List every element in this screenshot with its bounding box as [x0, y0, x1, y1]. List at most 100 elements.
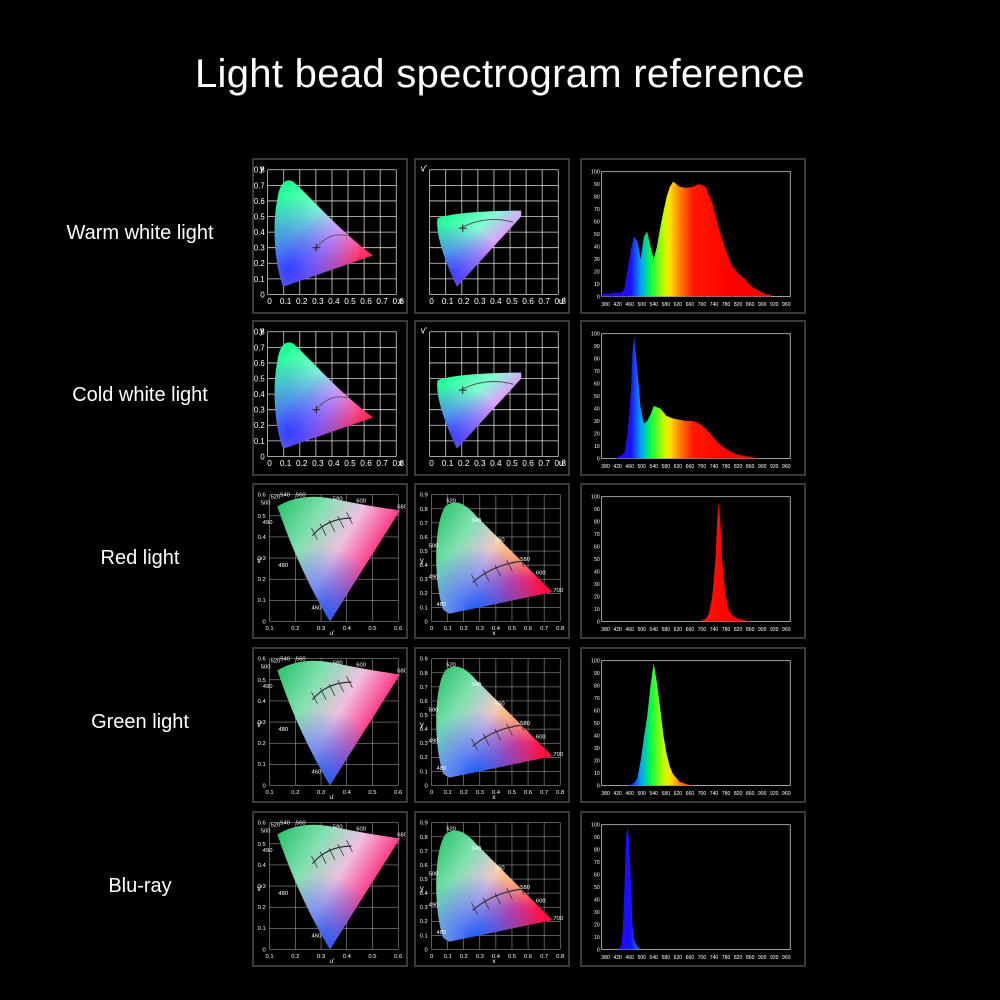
- x-tick-label: 0.3: [476, 790, 484, 796]
- wavelength-label: 560: [296, 821, 306, 827]
- x-tick-label: 460: [625, 627, 634, 633]
- x-tick-label: 0.2: [458, 459, 470, 468]
- y-tick-label: 0.6: [254, 359, 265, 368]
- x-tick-label: 860: [746, 464, 755, 470]
- x-tick-label: 740: [710, 464, 719, 470]
- isotemperature-line: [311, 855, 318, 868]
- wavelength-label: 560: [495, 538, 505, 544]
- x-tick-label: 0.5: [368, 790, 376, 796]
- wavelength-label: 540: [472, 518, 482, 524]
- spectrum-chart: 380 420 460 500 540 580 620 660 700 740 780 820 860 9…: [580, 811, 806, 967]
- x-tick-label: 0.1: [280, 459, 292, 468]
- y-tick-label: 0.2: [420, 919, 428, 925]
- x-tick-label: 0.2: [296, 459, 308, 468]
- y-tick-label: 0.9: [420, 493, 428, 499]
- x-tick-label: 500: [637, 464, 646, 470]
- x-tick-label: 960: [782, 627, 791, 633]
- plot-frame: [601, 660, 791, 786]
- x-tick-label: 920: [770, 464, 779, 470]
- isotemperature-line: [471, 738, 478, 751]
- isotemperature-line: [337, 844, 344, 857]
- y-tick-label: 80: [594, 195, 600, 201]
- wavelength-label: 500: [261, 828, 271, 834]
- wavelength-label: 540: [280, 493, 290, 499]
- y-tick-label: 0.8: [420, 835, 428, 841]
- planckian-locus: [460, 219, 514, 229]
- x-axis-label: u': [329, 794, 334, 801]
- isotemperature-line: [506, 887, 513, 900]
- x-tick-label: 0.8: [392, 459, 404, 468]
- y-axis-label: v': [257, 884, 263, 893]
- x-tick-label: 660: [686, 791, 695, 797]
- x-tick-label: 820: [734, 955, 743, 961]
- y-tick-label: 0.5: [254, 374, 265, 383]
- y-tick-label: 0.3: [258, 720, 266, 726]
- planckian-locus: [312, 845, 352, 865]
- color-gamut-blue-overlay: [274, 342, 373, 449]
- y-tick-label: 0.8: [420, 671, 428, 677]
- y-tick-label: 50: [594, 885, 600, 891]
- x-tick-label: 0.6: [524, 626, 532, 632]
- y-tick-label: 20: [594, 922, 600, 928]
- y-tick-label: 0.6: [258, 493, 266, 499]
- y-tick-label: 70: [594, 860, 600, 866]
- wavelength-label: 700: [553, 752, 563, 758]
- x-tick-label: 0: [267, 297, 272, 306]
- cie-xy-diagram: 0 0.1 0.2 0.3 0.4 0.5 0.6 0.7 0.8 0 0.1 0.2 0.3 0.4 0.…: [252, 158, 408, 314]
- x-tick-label: 660: [686, 627, 695, 633]
- wavelength-label: 580: [520, 885, 530, 891]
- x-tick-label: 540: [650, 955, 659, 961]
- isotemperature-line: [517, 554, 525, 568]
- planckian-locus: [460, 381, 514, 391]
- planckian-locus: [312, 681, 352, 701]
- y-tick-label: 0.3: [420, 577, 428, 583]
- y-tick-label: 100: [591, 823, 600, 829]
- y-tick-label: 30: [594, 910, 600, 916]
- x-tick-label: 700: [698, 627, 707, 633]
- y-tick-label: 0.4: [254, 228, 265, 237]
- y-axis-label: v': [257, 720, 263, 729]
- x-tick-label: 780: [722, 955, 731, 961]
- x-tick-label: 780: [722, 464, 731, 470]
- x-axis-label: x: [492, 958, 496, 965]
- wavelength-label: 490: [429, 739, 439, 745]
- y-tick-label: 80: [594, 684, 600, 690]
- wavelength-label: 520: [446, 663, 456, 669]
- isotemperature-line: [328, 519, 336, 532]
- y-tick-label: 70: [594, 696, 600, 702]
- planckian-locus: [312, 517, 352, 537]
- y-axis-label: v': [421, 164, 427, 174]
- y-tick-label: 0.2: [258, 905, 266, 911]
- y-tick-label: 0.9: [420, 821, 428, 827]
- wavelength-label: 460: [311, 606, 321, 612]
- y-tick-label: 0: [597, 947, 600, 953]
- x-tick-label: 500: [637, 955, 646, 961]
- y-tick-label: 0.1: [258, 598, 266, 604]
- wavelength-label: 600: [356, 499, 366, 505]
- wavelength-label: 520: [271, 659, 281, 665]
- x-tick-label: 900: [758, 627, 767, 633]
- y-tick-label: 40: [594, 733, 600, 739]
- x-tick-label: 0.5: [508, 790, 516, 796]
- y-tick-label: 0.1: [420, 605, 428, 611]
- y-tick-label: 50: [594, 232, 600, 238]
- wavelength-label: 680: [397, 832, 406, 838]
- cie-xy-1931-diagram: 520 540 560 580 600 700 500 490 480 0 0.1 0.2 0.3 0.4…: [414, 647, 570, 803]
- x-axis-label: x: [492, 630, 496, 637]
- wavelength-label: 580: [333, 825, 343, 831]
- x-tick-label: 0.8: [556, 954, 564, 960]
- x-tick-label: 660: [686, 302, 695, 308]
- x-tick-label: 0.2: [291, 790, 299, 796]
- color-gamut-blue-overlay: [436, 502, 553, 614]
- color-gamut-blue-overlay: [277, 824, 401, 950]
- x-tick-label: 0.4: [492, 626, 501, 632]
- x-tick-label: 0.2: [460, 626, 468, 632]
- x-tick-label: 860: [746, 627, 755, 633]
- wavelength-label: 560: [495, 866, 505, 872]
- x-tick-label: 740: [710, 791, 719, 797]
- plot-frame: [601, 496, 791, 622]
- y-tick-label: 0: [260, 290, 265, 299]
- wavelength-label: 600: [356, 663, 366, 669]
- y-tick-label: 0.2: [420, 591, 428, 597]
- y-tick-label: 60: [594, 545, 600, 551]
